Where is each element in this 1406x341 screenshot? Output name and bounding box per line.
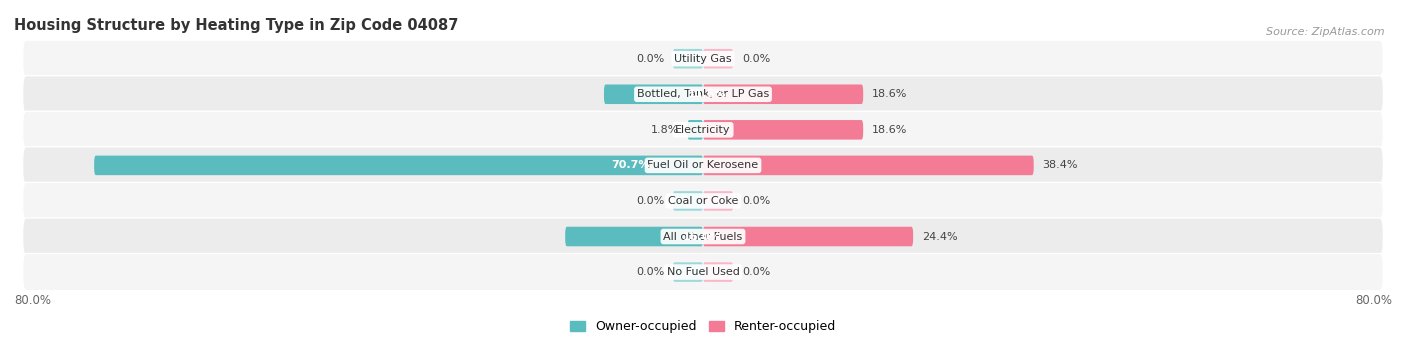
FancyBboxPatch shape: [703, 227, 912, 246]
FancyBboxPatch shape: [605, 85, 703, 104]
Text: 24.4%: 24.4%: [922, 232, 957, 241]
Text: All other Fuels: All other Fuels: [664, 232, 742, 241]
Text: 0.0%: 0.0%: [742, 267, 770, 277]
FancyBboxPatch shape: [688, 120, 703, 139]
FancyBboxPatch shape: [703, 262, 733, 282]
Text: 0.0%: 0.0%: [636, 196, 664, 206]
FancyBboxPatch shape: [22, 40, 1384, 77]
FancyBboxPatch shape: [565, 227, 703, 246]
Text: 80.0%: 80.0%: [1355, 294, 1392, 307]
Text: 0.0%: 0.0%: [636, 267, 664, 277]
FancyBboxPatch shape: [673, 49, 703, 69]
Text: 18.6%: 18.6%: [872, 89, 907, 99]
Text: Utility Gas: Utility Gas: [675, 54, 731, 64]
Text: 11.5%: 11.5%: [688, 89, 727, 99]
FancyBboxPatch shape: [22, 218, 1384, 255]
Text: 0.0%: 0.0%: [636, 54, 664, 64]
FancyBboxPatch shape: [703, 85, 863, 104]
FancyBboxPatch shape: [673, 262, 703, 282]
Text: Coal or Coke: Coal or Coke: [668, 196, 738, 206]
Text: 1.8%: 1.8%: [651, 125, 679, 135]
Text: 16.0%: 16.0%: [682, 232, 721, 241]
FancyBboxPatch shape: [22, 111, 1384, 148]
Text: Source: ZipAtlas.com: Source: ZipAtlas.com: [1267, 27, 1385, 37]
Text: Fuel Oil or Kerosene: Fuel Oil or Kerosene: [647, 160, 759, 170]
Text: 0.0%: 0.0%: [742, 54, 770, 64]
FancyBboxPatch shape: [703, 49, 733, 69]
Text: Electricity: Electricity: [675, 125, 731, 135]
FancyBboxPatch shape: [673, 191, 703, 211]
FancyBboxPatch shape: [703, 191, 733, 211]
FancyBboxPatch shape: [703, 120, 863, 139]
Text: Housing Structure by Heating Type in Zip Code 04087: Housing Structure by Heating Type in Zip…: [14, 18, 458, 33]
FancyBboxPatch shape: [703, 155, 1033, 175]
FancyBboxPatch shape: [22, 182, 1384, 220]
Text: 80.0%: 80.0%: [14, 294, 51, 307]
FancyBboxPatch shape: [22, 147, 1384, 184]
FancyBboxPatch shape: [22, 253, 1384, 291]
Text: 18.6%: 18.6%: [872, 125, 907, 135]
FancyBboxPatch shape: [22, 76, 1384, 113]
Legend: Owner-occupied, Renter-occupied: Owner-occupied, Renter-occupied: [565, 315, 841, 338]
Text: 70.7%: 70.7%: [612, 160, 650, 170]
Text: Bottled, Tank, or LP Gas: Bottled, Tank, or LP Gas: [637, 89, 769, 99]
Text: No Fuel Used: No Fuel Used: [666, 267, 740, 277]
Text: 0.0%: 0.0%: [742, 196, 770, 206]
Text: 38.4%: 38.4%: [1042, 160, 1078, 170]
FancyBboxPatch shape: [94, 155, 703, 175]
